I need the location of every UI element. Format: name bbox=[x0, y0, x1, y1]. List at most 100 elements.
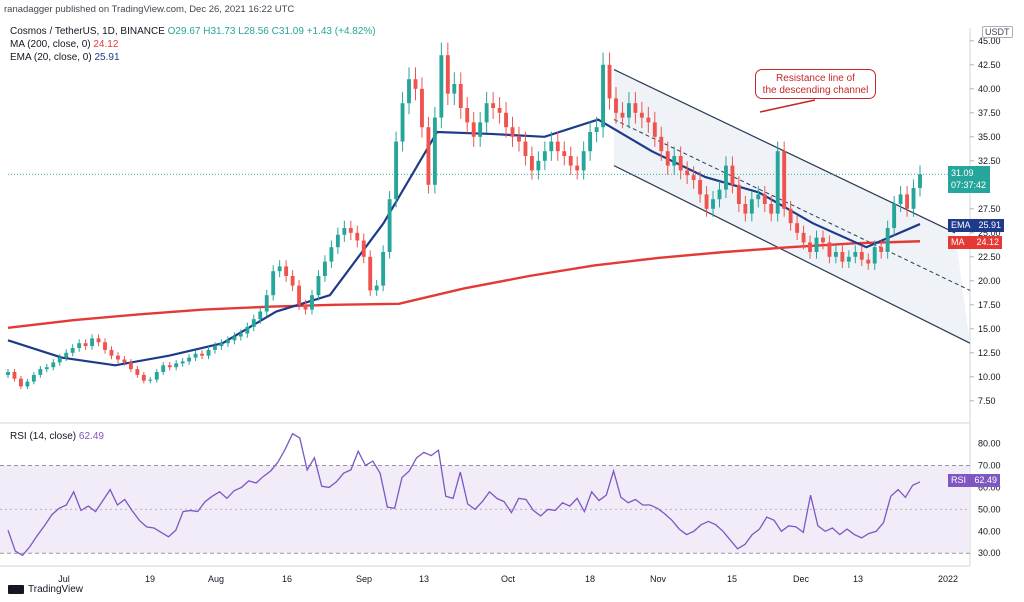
candle-body bbox=[90, 338, 95, 347]
candle-body bbox=[64, 352, 69, 358]
candle-body bbox=[432, 117, 437, 185]
candle-body bbox=[219, 343, 224, 347]
candle-body bbox=[542, 151, 547, 161]
price-tick-label: 17.50 bbox=[978, 300, 1001, 310]
logo-text: TradingView bbox=[28, 584, 84, 595]
publisher-line: ranadagger published on TradingView.com,… bbox=[4, 4, 295, 15]
price-tick-label: 45.00 bbox=[978, 36, 1001, 46]
price-tick-label: 42.50 bbox=[978, 60, 1001, 70]
candle-body bbox=[814, 237, 819, 252]
ema-20-line bbox=[7, 118, 921, 367]
time-tick-label: Sep bbox=[356, 574, 372, 584]
annotation-pointer bbox=[759, 99, 816, 113]
price-tick-label: 7.50 bbox=[978, 396, 996, 406]
ma-legend: MA (200, close, 0) 24.12 bbox=[10, 39, 118, 50]
candle-body bbox=[581, 151, 586, 171]
candle-body bbox=[711, 199, 715, 209]
time-tick-label: Jul bbox=[58, 574, 70, 584]
candle-body bbox=[25, 381, 30, 387]
time-tick-label: 18 bbox=[585, 574, 595, 584]
ma-legend-label: MA (200, close, 0) bbox=[10, 39, 91, 50]
rsi-tick-label: 40.00 bbox=[978, 526, 1001, 536]
candle-body bbox=[83, 343, 88, 347]
candle-body bbox=[297, 285, 302, 305]
ma-tag: MA 24.12 bbox=[948, 236, 1003, 249]
time-tick-label: 13 bbox=[853, 574, 863, 584]
candle-body bbox=[439, 55, 444, 118]
close-value: C31.09 bbox=[271, 26, 304, 37]
currency-label[interactable]: USDT bbox=[982, 26, 1013, 38]
symbol-label: Cosmos / TetherUS, 1D, BINANCE bbox=[10, 26, 165, 37]
candle-body bbox=[568, 156, 573, 166]
candle-body bbox=[575, 165, 580, 171]
candle-body bbox=[504, 112, 508, 128]
candle-body bbox=[762, 194, 767, 204]
candle-body bbox=[277, 266, 282, 272]
candle-body bbox=[517, 136, 521, 142]
candle-body bbox=[31, 374, 36, 382]
candle-body bbox=[529, 156, 534, 171]
candle-body bbox=[665, 151, 670, 166]
candle-body bbox=[853, 252, 858, 257]
candle-body bbox=[141, 374, 146, 381]
rsi-tag: RSI 62.49 bbox=[948, 474, 1001, 487]
candle-body bbox=[394, 141, 399, 200]
time-tick-label: Dec bbox=[793, 574, 810, 584]
candle-body bbox=[6, 372, 10, 376]
ma-tag-label: MA bbox=[951, 237, 965, 247]
candle-body bbox=[491, 103, 496, 108]
annotation-line-2: the descending channel bbox=[762, 85, 869, 96]
candle-body bbox=[633, 103, 638, 113]
candle-body bbox=[258, 311, 263, 320]
open-value: O29.67 bbox=[167, 26, 201, 37]
candle-body bbox=[284, 266, 289, 276]
candle-body bbox=[103, 342, 107, 350]
candle-body bbox=[594, 127, 599, 132]
rsi-tick-label: 30.00 bbox=[978, 548, 1001, 558]
candle-body bbox=[549, 141, 554, 152]
price-tick-label: 15.00 bbox=[978, 324, 1001, 334]
candle-body bbox=[646, 117, 651, 123]
rsi-tick-label: 80.00 bbox=[978, 439, 1001, 449]
candle-body bbox=[840, 252, 845, 262]
last-price-tag: 31.09 07:37:42 bbox=[948, 166, 990, 193]
candle-body bbox=[355, 232, 360, 241]
time-tick-label: Oct bbox=[501, 574, 516, 584]
candle-body bbox=[698, 180, 703, 195]
candle-body bbox=[471, 122, 476, 137]
candle-body bbox=[821, 237, 825, 243]
candle-body bbox=[109, 349, 114, 356]
candle-body bbox=[827, 242, 832, 257]
candle-body bbox=[167, 365, 172, 368]
candle-body bbox=[348, 228, 353, 233]
price-tick-label: 25.00 bbox=[978, 228, 1001, 238]
candle-body bbox=[407, 79, 411, 104]
candle-body bbox=[775, 151, 780, 214]
time-tick-label: 16 bbox=[282, 574, 292, 584]
candle-body bbox=[445, 55, 450, 94]
time-tick-label: 15 bbox=[727, 574, 737, 584]
candle-body bbox=[57, 357, 62, 363]
candle-body bbox=[174, 363, 179, 368]
channel-lower-line bbox=[613, 165, 971, 344]
time-tick-label: Nov bbox=[650, 574, 667, 584]
candle-body bbox=[200, 353, 204, 356]
candle-body bbox=[187, 357, 192, 362]
candle-body bbox=[510, 127, 515, 137]
candle-body bbox=[769, 204, 774, 214]
ma-200-line bbox=[7, 240, 921, 330]
candle-body bbox=[749, 199, 754, 214]
candle-body bbox=[303, 304, 308, 310]
candle-body bbox=[892, 204, 897, 228]
candle-body bbox=[18, 378, 23, 387]
tradingview-logo[interactable]: TradingView bbox=[8, 584, 83, 595]
candle-body bbox=[562, 151, 567, 156]
ma-legend-value: 24.12 bbox=[93, 39, 119, 50]
ema-legend-value: 25.91 bbox=[94, 52, 120, 63]
candle-body bbox=[458, 84, 463, 108]
time-tick-label: 2022 bbox=[938, 574, 958, 584]
resistance-annotation: Resistance line of the descending channe… bbox=[755, 69, 876, 99]
time-tick-label: Aug bbox=[208, 574, 224, 584]
candle-body bbox=[626, 103, 631, 118]
